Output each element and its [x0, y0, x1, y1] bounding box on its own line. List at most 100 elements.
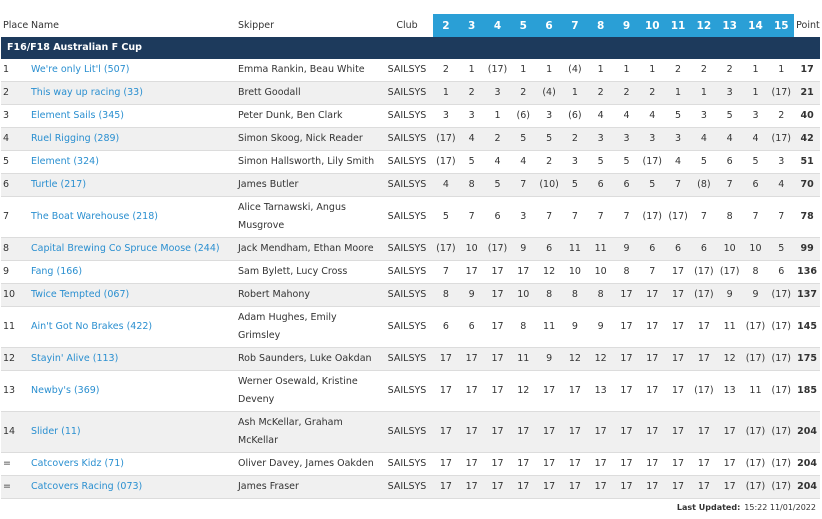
race-score: 2	[587, 81, 614, 105]
club: SAILSYS	[381, 59, 433, 82]
race-score: 6	[433, 306, 459, 348]
boat-name[interactable]: Ain't Got No Brakes (422)	[29, 306, 236, 348]
race-score: 2	[665, 59, 691, 82]
race-score: 7	[587, 196, 614, 238]
boat-name[interactable]: Twice Tempted (067)	[29, 283, 236, 307]
race-score: (17)	[742, 452, 769, 476]
race-score: 17	[484, 452, 511, 476]
boat-name[interactable]: Newby's (369)	[29, 370, 236, 412]
result-row: 2 This way up racing (33) Brett Goodall SAI…	[1, 81, 820, 105]
skipper: Adam Hughes, Emily Grimsley	[236, 306, 381, 348]
race-score: 10	[587, 260, 614, 284]
boat-name[interactable]: Catcovers Kidz (71)	[29, 452, 236, 476]
race-score: 17	[639, 347, 666, 371]
race-score: 17	[639, 452, 666, 476]
race-score: 17	[433, 452, 459, 476]
race-score: 9	[613, 237, 640, 261]
points: 145	[794, 306, 820, 348]
race-score: 17	[484, 347, 511, 371]
boat-name[interactable]: Catcovers Racing (073)	[29, 475, 236, 499]
race-score: 9	[561, 306, 588, 348]
race-score: 9	[742, 283, 769, 307]
race-header: 10	[639, 14, 666, 37]
points: 40	[794, 104, 820, 128]
race-score: 4	[639, 104, 666, 128]
race-score: (17)	[665, 196, 691, 238]
race-score: 1	[536, 59, 562, 82]
race-score: 8	[613, 260, 640, 284]
boat-name[interactable]: Stayin' Alive (113)	[29, 347, 236, 371]
race-score: 7	[458, 196, 485, 238]
race-score: 1	[433, 81, 459, 105]
section-row: F16/F18 Australian F Cup	[1, 37, 820, 59]
club: SAILSYS	[381, 237, 433, 261]
points: 136	[794, 260, 820, 284]
race-score: (17)	[484, 59, 511, 82]
race-score: 1	[742, 81, 769, 105]
race-score: 6	[613, 173, 640, 197]
race-score: (10)	[536, 173, 562, 197]
race-score: 11	[587, 237, 614, 261]
column-header: Name	[31, 19, 60, 31]
race-score: 7	[665, 173, 691, 197]
boat-name[interactable]: Fang (166)	[29, 260, 236, 284]
boat-name[interactable]: The Boat Warehouse (218)	[29, 196, 236, 238]
boat-name[interactable]: We're only Lit'l (507)	[29, 59, 236, 82]
points: 78	[794, 196, 820, 238]
race-score: 7	[536, 196, 562, 238]
race-score: 7	[639, 260, 666, 284]
place: 6	[1, 173, 29, 197]
race-score: (17)	[690, 370, 717, 412]
race-score: 2	[716, 59, 743, 82]
race-header: 6	[536, 14, 562, 37]
place: 14	[1, 411, 29, 453]
race-score: 8	[561, 283, 588, 307]
race-score: 17	[484, 475, 511, 499]
boat-name[interactable]: Element Sails (345)	[29, 104, 236, 128]
race-score: (17)	[433, 150, 459, 174]
race-score: 4	[587, 104, 614, 128]
race-header: 4	[484, 14, 511, 37]
race-score: (17)	[433, 127, 459, 151]
race-score: 6	[639, 237, 666, 261]
result-row: 8 Capital Brewing Co Spruce Moose (244) Ja…	[1, 237, 820, 261]
race-score: 5	[561, 173, 588, 197]
race-score: 3	[536, 104, 562, 128]
skipper: Alice Tarnawski, Angus Musgrove	[236, 196, 381, 238]
race-score: (4)	[561, 59, 588, 82]
race-score: 7	[690, 196, 717, 238]
race-score: 7	[561, 196, 588, 238]
result-row: 10 Twice Tempted (067) Robert Mahony SAILSY…	[1, 283, 820, 307]
race-score: (4)	[536, 81, 562, 105]
race-score: 17	[716, 411, 743, 453]
boat-name[interactable]: Slider (11)	[29, 411, 236, 453]
points: 70	[794, 173, 820, 197]
race-score: 7	[716, 173, 743, 197]
race-score: (17)	[639, 150, 666, 174]
result-row: 11 Ain't Got No Brakes (422) Adam Hughes, …	[1, 306, 820, 348]
race-score: 1	[690, 81, 717, 105]
boat-name[interactable]: Capital Brewing Co Spruce Moose (244)	[29, 237, 236, 261]
race-score: 8	[433, 283, 459, 307]
race-score: 3	[587, 127, 614, 151]
race-score: 17	[433, 370, 459, 412]
race-score: 8	[742, 260, 769, 284]
race-score: 4	[510, 150, 537, 174]
race-score: 17	[561, 475, 588, 499]
race-score: 7	[510, 173, 537, 197]
points: 204	[794, 475, 820, 499]
boat-name[interactable]: Element (324)	[29, 150, 236, 174]
race-header: 2	[433, 14, 459, 37]
race-score: 17	[613, 411, 640, 453]
points: 17	[794, 59, 820, 82]
boat-name[interactable]: Ruel Rigging (289)	[29, 127, 236, 151]
boat-name[interactable]: This way up racing (33)	[29, 81, 236, 105]
race-score: 2	[613, 81, 640, 105]
boat-name[interactable]: Turtle (217)	[29, 173, 236, 197]
race-score: 7	[613, 196, 640, 238]
race-score: 17	[561, 411, 588, 453]
race-score: 5	[690, 150, 717, 174]
race-score: 1	[458, 59, 485, 82]
race-score: (17)	[690, 283, 717, 307]
race-header: 11	[665, 14, 691, 37]
